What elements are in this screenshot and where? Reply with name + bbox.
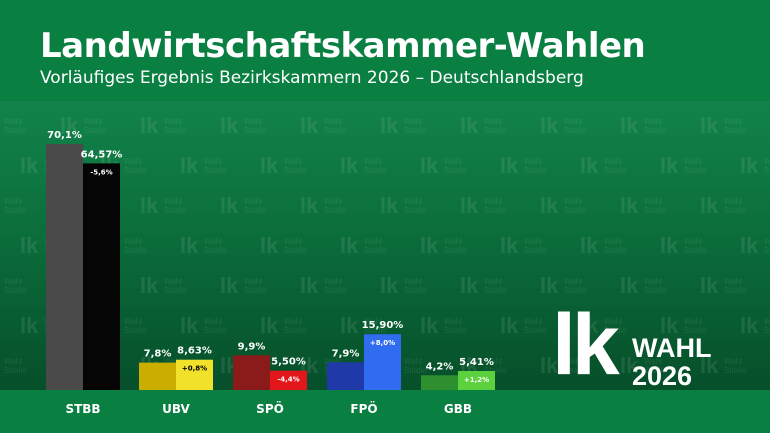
bar-2021	[421, 375, 458, 390]
bar-2026	[458, 371, 495, 390]
category-label: GBB	[444, 402, 472, 416]
page-title: Landwirtschaftskammer-Wahlen	[40, 26, 646, 66]
value-label-2021: 7,9%	[332, 348, 360, 359]
category-label: SPÖ	[256, 401, 284, 416]
value-label-2021: 4,2%	[426, 361, 454, 372]
value-label-2026: 64,57%	[81, 149, 123, 160]
logo-wahl-text: WAHL	[632, 333, 712, 363]
bar-2026	[270, 370, 307, 390]
value-label-2026: 8,63%	[177, 346, 212, 357]
bar-2021	[327, 362, 364, 390]
value-label-2021: 9,9%	[238, 341, 266, 352]
category-label: UBV	[162, 402, 190, 416]
category-label: FPÖ	[350, 401, 377, 416]
bar-2021	[233, 355, 270, 390]
value-label-2021: 70,1%	[47, 130, 82, 141]
value-label-2026: 5,41%	[459, 357, 494, 368]
page-subtitle: Vorläufiges Ergebnis Bezirkskammern 2026…	[40, 68, 584, 88]
change-label: +0,8%	[182, 365, 207, 373]
wahl-2026-logo: lk WAHL 2026	[552, 302, 742, 392]
value-label-2021: 7,8%	[144, 349, 172, 360]
change-label: +1,2%	[464, 376, 489, 384]
bar-2021	[139, 362, 176, 390]
value-label-2026: 15,90%	[362, 320, 404, 331]
bar-2026	[176, 359, 213, 390]
change-label: -4,4%	[277, 376, 299, 384]
bar-2021	[46, 144, 83, 390]
bar-2026	[364, 334, 401, 390]
category-label: STBB	[65, 402, 100, 416]
logo-lk-mark: lk	[552, 297, 620, 393]
change-label: +8,0%	[370, 339, 395, 347]
bar-2026	[83, 163, 120, 390]
footer-band	[0, 390, 770, 433]
value-label-2026: 5,50%	[271, 357, 306, 368]
logo-year-text: 2026	[632, 361, 693, 391]
change-label: -5,6%	[90, 168, 112, 176]
header-banner: Landwirtschaftskammer-Wahlen Vorläufiges…	[0, 0, 770, 101]
